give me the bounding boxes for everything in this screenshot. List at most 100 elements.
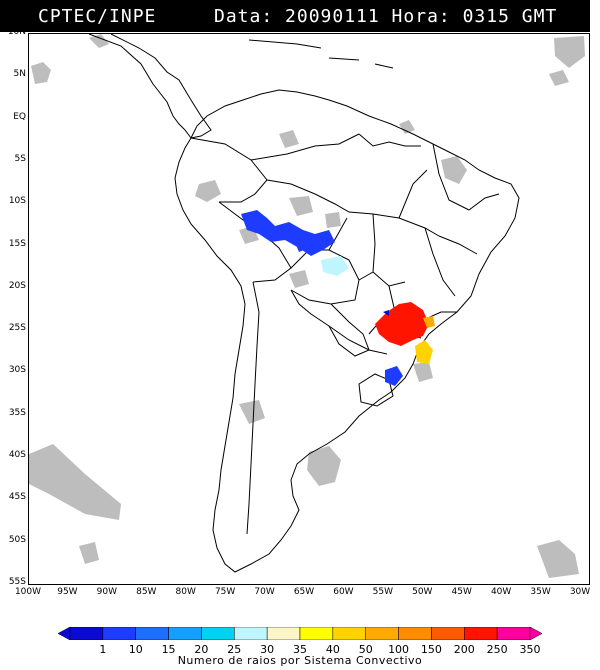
storm-cluster-orange — [423, 316, 435, 328]
longitude-label: 90W — [96, 587, 118, 597]
longitude-label: 75W — [214, 587, 236, 597]
storm-cluster-yellow — [415, 340, 433, 364]
latitude-label: 40S — [8, 450, 26, 461]
colorbar-cell — [332, 627, 366, 640]
coastline-central-america — [88, 33, 192, 139]
cloud-patch — [29, 444, 121, 520]
border-argentina-chile — [246, 281, 260, 535]
colorbar-tick-label: 40 — [325, 643, 340, 656]
border-guianas — [358, 133, 421, 147]
longitude-label: 40W — [490, 587, 512, 597]
longitude-label: 55W — [372, 587, 394, 597]
colorbar-cell — [102, 627, 136, 640]
cloud-patch — [289, 196, 313, 216]
coastline-south-america — [174, 89, 520, 573]
longitude-label: 50W — [412, 587, 433, 597]
colorbar-tick-label: 10 — [128, 643, 143, 656]
colorbar-title: Numero de raios por Sistema Convectivo — [177, 654, 423, 667]
latitude-label: 55S — [8, 577, 26, 587]
cloud-patch — [441, 156, 467, 184]
colorbar-cell — [266, 627, 301, 640]
longitude-label: 60W — [333, 587, 354, 597]
storm-cluster-blue — [241, 210, 335, 256]
longitude-label: 95W — [57, 587, 78, 597]
colorbar-tick-label: 30 — [260, 643, 275, 656]
colorbar-tick-label: 1 — [99, 643, 107, 656]
colorbar-tick-label: 350 — [519, 643, 541, 656]
longitude-label: 45W — [451, 587, 472, 597]
cloud-patch — [239, 400, 265, 424]
latitude-label: 5N — [13, 69, 26, 80]
cloud-patch — [554, 36, 585, 68]
latitude-label: 35S — [8, 407, 26, 418]
cloud-patch — [549, 70, 569, 86]
colorbar-tick-label: 250 — [486, 643, 508, 656]
colorbar-tick-label: 20 — [194, 643, 209, 656]
storm-layer — [241, 210, 435, 386]
storm-cluster-red — [375, 302, 429, 346]
longitude-label: 85W — [136, 587, 157, 597]
colorbar-cell — [398, 627, 432, 640]
longitude-label: 70W — [254, 587, 275, 597]
latitude-label: 10N — [7, 27, 26, 37]
map-canvas — [29, 33, 585, 578]
cloud-patch — [537, 540, 579, 578]
colorbar-tick-label: 200 — [453, 643, 475, 656]
coastline-caribbean — [248, 39, 394, 69]
cloud-patch — [307, 446, 341, 486]
colorbar-cell — [464, 627, 498, 640]
latitude-label: EQ — [13, 111, 26, 122]
colorbar-cell — [168, 627, 202, 640]
colorbar — [58, 627, 542, 640]
coastline-central-america-north — [110, 33, 212, 139]
colorbar-tick-label: 150 — [420, 643, 442, 656]
colorbar-tick-label: 25 — [227, 643, 242, 656]
latitude-label: 5S — [14, 153, 26, 164]
longitude-label: 100W — [14, 587, 42, 597]
colorbar-tick-label: 15 — [161, 643, 176, 656]
cloud-patch — [79, 542, 99, 564]
longitude-label: 30W — [569, 587, 591, 597]
colorbar-arrow-left — [58, 627, 71, 640]
cloud-patch — [399, 120, 415, 134]
cloud-patch — [31, 62, 51, 84]
border-argentina-north — [290, 289, 388, 355]
latitude-label: 20S — [8, 280, 26, 291]
date-time-title: Data: 20090111 Hora: 0315 GMT — [214, 6, 558, 27]
border-brazil-west — [266, 179, 440, 237]
colorbar-tick-label: 100 — [388, 643, 410, 656]
storm-cluster-cyan — [321, 256, 349, 276]
colorbar-tick-label: 35 — [293, 643, 307, 656]
colorbar-cell — [234, 627, 268, 640]
colorbar-cell — [299, 627, 334, 640]
map-frame — [28, 33, 590, 585]
latitude-label: 30S — [8, 365, 26, 376]
cloud-patch — [413, 362, 433, 382]
longitude-label: 80W — [175, 587, 196, 597]
colorbar-cell — [201, 627, 235, 640]
cloud-layer — [29, 34, 585, 578]
colorbar-cell — [496, 627, 531, 640]
cloud-patch — [325, 212, 341, 228]
longitude-label: 65W — [293, 587, 315, 597]
latitude-label: 50S — [8, 534, 26, 545]
border-peru — [218, 201, 292, 283]
header-bar: CPTEC/INPE Data: 20090111 Hora: 0315 GMT — [0, 0, 590, 32]
latitude-label: 10S — [8, 196, 26, 207]
storm-cluster-blue — [293, 238, 309, 252]
cloud-patch — [195, 180, 221, 202]
colorbar-arrow-right — [529, 627, 542, 640]
storm-cluster-blue — [383, 310, 389, 316]
colorbar-cell — [135, 627, 169, 640]
colorbar-cell — [431, 627, 465, 640]
storm-cluster-blue — [385, 366, 403, 386]
latitude-label: 25S — [8, 323, 26, 334]
cloud-patch — [279, 130, 299, 148]
coastline-layer — [88, 33, 520, 573]
border-uruguay — [358, 373, 394, 407]
cloud-patch — [289, 270, 309, 288]
colorbar-cell — [365, 627, 399, 640]
latitude-label: 15S — [8, 238, 26, 249]
longitude-label: 35W — [530, 587, 551, 597]
border-venezuela — [250, 133, 360, 161]
